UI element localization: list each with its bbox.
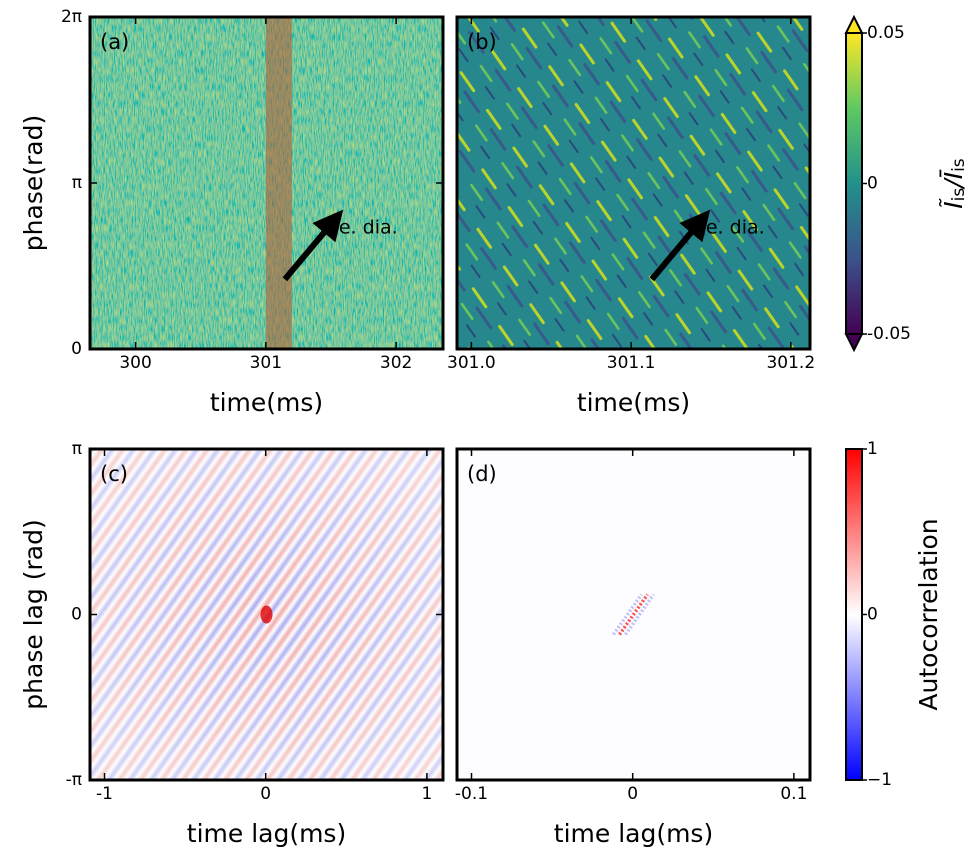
x-tick-label: 301.1 <box>607 353 656 373</box>
x-axis-label: time lag(ms) <box>187 819 346 848</box>
colorbar <box>846 33 862 334</box>
colorbar-tick-label: 0 <box>867 605 878 625</box>
colorbar-tick-label: 0 <box>867 174 878 194</box>
colorbar <box>846 449 862 780</box>
x-axis-label: time(ms) <box>210 388 323 417</box>
x-tick-label: -0.1 <box>455 784 488 804</box>
heatmap-peak <box>260 605 273 624</box>
y-tick-label: 2π <box>61 7 82 27</box>
x-axis-label: time lag(ms) <box>554 819 713 848</box>
annotation: e. dia. <box>339 216 398 238</box>
x-tick-label: 0.1 <box>780 784 807 804</box>
x-tick-label: -1 <box>96 784 113 804</box>
arrow <box>649 209 711 282</box>
y-tick-label: -π <box>66 770 82 790</box>
axes-frame <box>455 15 812 351</box>
highlight-span <box>265 17 292 349</box>
panel-label: (b) <box>467 30 497 54</box>
label-subscript: is <box>949 188 969 202</box>
heatmap-peak <box>624 593 655 636</box>
label-part: Ĩ <box>938 198 968 209</box>
x-tick-label: 302 <box>380 353 412 373</box>
y-axis-label: phase lag (rad) <box>19 519 48 709</box>
arrow <box>282 209 344 282</box>
x-tick-label: 0 <box>627 784 638 804</box>
heatmap-streaks <box>457 17 810 349</box>
colorbar-label: Ĩis/Īis <box>938 158 969 208</box>
y-tick-label: 0 <box>71 605 82 625</box>
label-subscript: is <box>949 158 969 172</box>
colorbar-tick-label: 1 <box>867 439 878 459</box>
colorbar-extend <box>844 14 864 34</box>
y-tick-label: π <box>72 439 82 459</box>
heatmap-peak <box>612 593 643 636</box>
annotation: e. dia. <box>706 216 765 238</box>
x-tick-label: 301.2 <box>766 353 815 373</box>
colorbar-tick-label: 0.05 <box>867 23 905 43</box>
axes-frame <box>455 447 812 782</box>
heatmap-peak <box>618 593 649 636</box>
colorbar-extend <box>844 333 864 353</box>
x-tick-label: 0 <box>260 784 271 804</box>
panel-label: (a) <box>100 30 129 54</box>
colorbar-label: Autocorrelation <box>914 518 943 710</box>
y-tick-label: π <box>72 173 82 193</box>
x-axis-label: time(ms) <box>577 388 690 417</box>
y-axis-label: phase(rad) <box>19 115 48 251</box>
x-tick-label: 300 <box>119 353 151 373</box>
colorbar-tick-label: −1 <box>867 770 892 790</box>
x-tick-label: 301.0 <box>447 353 496 373</box>
y-tick-label: 0 <box>71 339 82 359</box>
panel-label: (c) <box>100 462 128 486</box>
label-part: /Ī <box>939 169 968 189</box>
x-tick-label: 301 <box>250 353 282 373</box>
x-tick-label: 1 <box>421 784 432 804</box>
panel-label: (d) <box>467 462 497 486</box>
colorbar-tick-label: -0.05 <box>867 324 911 344</box>
